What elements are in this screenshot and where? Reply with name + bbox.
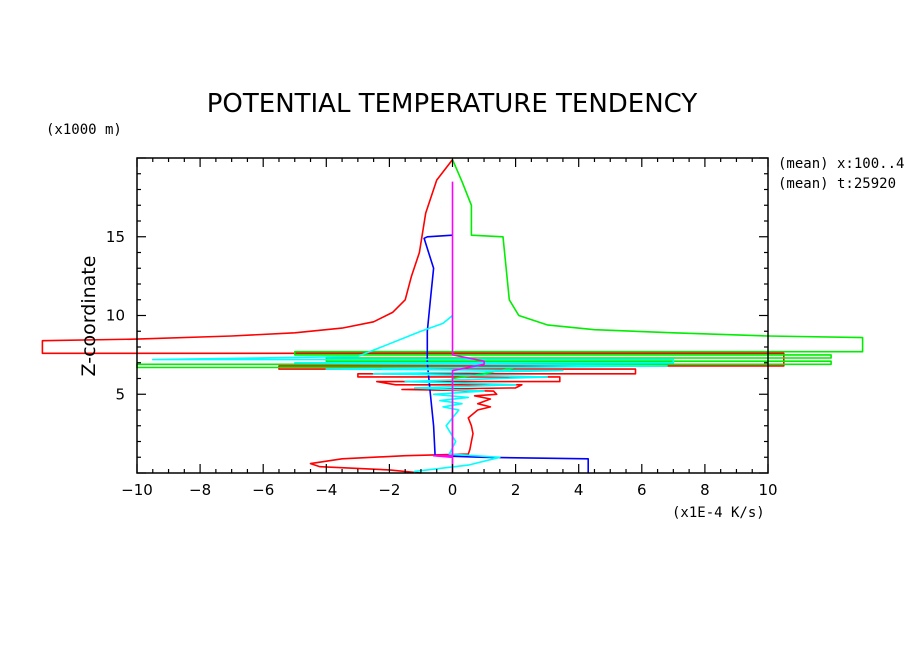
x-tick-label: −8 <box>189 481 211 499</box>
x-tick-label: 0 <box>448 481 458 499</box>
y-axis-label: Z-coordinate <box>78 256 100 377</box>
y-tick-label: 5 <box>115 385 125 403</box>
y-tick-label: 10 <box>106 307 125 325</box>
annotation-mean-t: (mean) t:25920 <box>778 176 896 192</box>
annotation-mean-x: (mean) x:100..4 <box>778 156 904 172</box>
x-tick-label: 2 <box>511 481 521 499</box>
x-tick-label: 4 <box>574 481 584 499</box>
series-line-5 <box>432 181 485 473</box>
x-tick-label: −4 <box>315 481 337 499</box>
chart-title: POTENTIAL TEMPERATURE TENDENCY <box>207 89 698 119</box>
series-layer <box>41 159 864 474</box>
x-tick-label: 10 <box>758 481 777 499</box>
x-tick-label: 6 <box>637 481 647 499</box>
x-tick-label: −10 <box>121 481 153 499</box>
series-line-2 <box>136 159 864 473</box>
x-unit-label: (x1E-4 K/s) <box>672 505 765 521</box>
y-unit-label: (x1000 m) <box>46 122 122 138</box>
x-tick-label: −6 <box>252 481 274 499</box>
y-tick-label: 15 <box>106 228 125 246</box>
tick-layer: −10 −8 −6 −4 −2 0 2 4 6 8 10 5 10 15 <box>106 157 778 499</box>
x-tick-label: −2 <box>378 481 400 499</box>
x-tick-label: 8 <box>700 481 710 499</box>
series-line-1 <box>41 159 785 474</box>
series-line-4 <box>152 314 675 473</box>
